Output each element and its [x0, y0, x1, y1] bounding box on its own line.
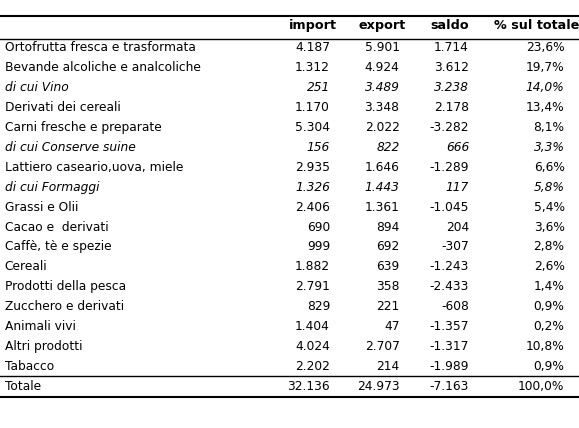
Text: export: export: [358, 19, 406, 32]
Text: 3.348: 3.348: [365, 101, 400, 114]
Text: 251: 251: [307, 81, 330, 94]
Text: Zucchero e derivati: Zucchero e derivati: [5, 300, 124, 313]
Text: di cui Vino: di cui Vino: [5, 81, 68, 94]
Text: 23,6%: 23,6%: [526, 42, 565, 54]
Text: -1.317: -1.317: [430, 340, 469, 353]
Text: 822: 822: [376, 141, 400, 154]
Text: Tabacco: Tabacco: [5, 360, 54, 373]
Text: di cui Conserve suine: di cui Conserve suine: [5, 141, 135, 154]
Text: 2,8%: 2,8%: [533, 241, 565, 253]
Text: -1.289: -1.289: [430, 161, 469, 174]
Text: 1.646: 1.646: [365, 161, 400, 174]
Text: 5.901: 5.901: [365, 42, 400, 54]
Text: Cereali: Cereali: [5, 260, 47, 273]
Text: 2.178: 2.178: [434, 101, 469, 114]
Text: 2.022: 2.022: [365, 121, 400, 134]
Text: Animali vivi: Animali vivi: [5, 320, 75, 333]
Text: 1.443: 1.443: [365, 181, 400, 194]
Text: 204: 204: [446, 220, 469, 234]
Text: Cacao e  derivati: Cacao e derivati: [5, 220, 108, 234]
Text: Grassi e Olii: Grassi e Olii: [5, 201, 78, 214]
Text: 894: 894: [376, 220, 400, 234]
Text: 690: 690: [307, 220, 330, 234]
Text: 1.170: 1.170: [295, 101, 330, 114]
Text: saldo: saldo: [431, 19, 470, 32]
Text: -1.989: -1.989: [430, 360, 469, 373]
Text: 0,9%: 0,9%: [534, 360, 565, 373]
Text: 1.882: 1.882: [295, 260, 330, 273]
Text: 2.707: 2.707: [365, 340, 400, 353]
Text: 1,4%: 1,4%: [534, 280, 565, 293]
Text: 358: 358: [376, 280, 400, 293]
Text: 1.404: 1.404: [295, 320, 330, 333]
Text: 2,6%: 2,6%: [534, 260, 565, 273]
Text: 0,2%: 0,2%: [534, 320, 565, 333]
Text: 47: 47: [384, 320, 400, 333]
Text: Ortofrutta fresca e trasformata: Ortofrutta fresca e trasformata: [5, 42, 196, 54]
Text: 1.326: 1.326: [295, 181, 330, 194]
Text: 3,6%: 3,6%: [534, 220, 565, 234]
Text: 13,4%: 13,4%: [526, 101, 565, 114]
Text: 156: 156: [307, 141, 330, 154]
Text: 5,8%: 5,8%: [533, 181, 565, 194]
Text: 1.361: 1.361: [365, 201, 400, 214]
Text: Caffè, tè e spezie: Caffè, tè e spezie: [5, 241, 111, 253]
Text: 8,1%: 8,1%: [533, 121, 565, 134]
Text: -1.357: -1.357: [430, 320, 469, 333]
Text: 5,4%: 5,4%: [533, 201, 565, 214]
Text: 3,3%: 3,3%: [533, 141, 565, 154]
Text: % sul totale: % sul totale: [494, 19, 579, 32]
Text: 639: 639: [376, 260, 400, 273]
Text: Derivati dei cereali: Derivati dei cereali: [5, 101, 120, 114]
Text: 14,0%: 14,0%: [526, 81, 565, 94]
Text: 4.187: 4.187: [295, 42, 330, 54]
Text: 3.612: 3.612: [434, 61, 469, 74]
Text: -608: -608: [441, 300, 469, 313]
Text: 829: 829: [307, 300, 330, 313]
Text: Carni fresche e preparate: Carni fresche e preparate: [5, 121, 162, 134]
Text: 1.312: 1.312: [295, 61, 330, 74]
Text: 221: 221: [376, 300, 400, 313]
Text: 6,6%: 6,6%: [534, 161, 565, 174]
Text: -307: -307: [441, 241, 469, 253]
Text: Totale: Totale: [5, 380, 41, 393]
Text: di cui Formaggi: di cui Formaggi: [5, 181, 99, 194]
Text: 24.973: 24.973: [357, 380, 400, 393]
Text: 692: 692: [376, 241, 400, 253]
Text: 2.202: 2.202: [295, 360, 330, 373]
Text: -1.243: -1.243: [430, 260, 469, 273]
Text: 2.791: 2.791: [295, 280, 330, 293]
Text: 3.489: 3.489: [365, 81, 400, 94]
Text: 117: 117: [446, 181, 469, 194]
Text: 5.304: 5.304: [295, 121, 330, 134]
Text: 2.406: 2.406: [295, 201, 330, 214]
Text: Prodotti della pesca: Prodotti della pesca: [5, 280, 126, 293]
Text: 10,8%: 10,8%: [526, 340, 565, 353]
Text: 0,9%: 0,9%: [534, 300, 565, 313]
Text: 1.714: 1.714: [434, 42, 469, 54]
Text: 100,0%: 100,0%: [518, 380, 565, 393]
Text: Bevande alcoliche e analcoliche: Bevande alcoliche e analcoliche: [5, 61, 200, 74]
Text: 999: 999: [307, 241, 330, 253]
Text: -1.045: -1.045: [430, 201, 469, 214]
Text: 2.935: 2.935: [295, 161, 330, 174]
Text: 3.238: 3.238: [434, 81, 469, 94]
Text: 32.136: 32.136: [287, 380, 330, 393]
Text: -3.282: -3.282: [430, 121, 469, 134]
Text: 214: 214: [376, 360, 400, 373]
Text: 4.024: 4.024: [295, 340, 330, 353]
Text: 4.924: 4.924: [365, 61, 400, 74]
Text: Lattiero caseario,uova, miele: Lattiero caseario,uova, miele: [5, 161, 183, 174]
Text: Altri prodotti: Altri prodotti: [5, 340, 82, 353]
Text: -7.163: -7.163: [430, 380, 469, 393]
Text: 666: 666: [446, 141, 469, 154]
Text: -2.433: -2.433: [430, 280, 469, 293]
Text: import: import: [289, 19, 336, 32]
Text: 19,7%: 19,7%: [526, 61, 565, 74]
